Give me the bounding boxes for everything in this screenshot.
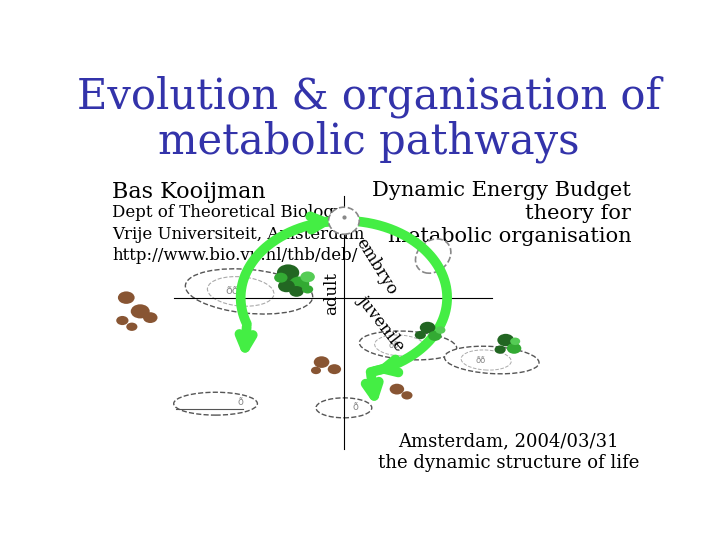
Text: metabolic pathways: metabolic pathways [158,121,580,164]
Circle shape [274,273,287,282]
Circle shape [420,322,436,333]
Text: ð: ð [238,397,243,407]
Ellipse shape [359,331,456,360]
Text: ðð: ðð [225,286,239,296]
Ellipse shape [461,350,511,370]
Text: juvenile: juvenile [355,292,409,354]
Circle shape [507,343,521,354]
Text: Amsterdam, 2004/03/31: Amsterdam, 2004/03/31 [398,433,618,451]
Text: Dept of Theoretical Biology: Dept of Theoretical Biology [112,204,343,221]
Text: theory for: theory for [526,204,631,223]
Text: ð: ð [352,402,358,411]
Circle shape [328,364,341,374]
Circle shape [118,292,135,304]
Text: ðð: ðð [475,355,486,364]
Text: Dynamic Energy Budget: Dynamic Energy Budget [372,181,631,200]
Circle shape [289,276,310,292]
Ellipse shape [374,335,425,356]
Ellipse shape [328,207,359,234]
Circle shape [390,384,404,395]
Circle shape [300,272,315,282]
Ellipse shape [207,276,274,306]
Circle shape [278,280,294,292]
Text: ðð: ðð [389,341,399,350]
Circle shape [498,334,514,346]
Ellipse shape [415,239,451,273]
Circle shape [302,285,313,293]
Ellipse shape [174,392,258,415]
Text: Vrije Universiteit, Amsterdam: Vrije Universiteit, Amsterdam [112,226,365,242]
Circle shape [415,331,426,339]
Circle shape [289,286,304,297]
Ellipse shape [444,346,539,374]
Text: the dynamic structure of life: the dynamic structure of life [378,454,639,471]
Circle shape [131,305,150,319]
Circle shape [116,316,128,325]
Text: metabolic organisation: metabolic organisation [387,227,631,246]
Circle shape [510,338,521,345]
Text: Bas Kooijman: Bas Kooijman [112,181,266,203]
Circle shape [428,331,441,341]
Circle shape [495,346,505,354]
Ellipse shape [185,269,312,314]
Text: Evolution & organisation of: Evolution & organisation of [77,75,661,118]
Circle shape [126,322,138,331]
Circle shape [314,356,329,368]
Circle shape [401,391,413,400]
Text: embryo: embryo [352,235,400,298]
Circle shape [143,312,158,323]
Text: http://www.bio.vu.nl/thb/deb/: http://www.bio.vu.nl/thb/deb/ [112,247,358,265]
Ellipse shape [316,398,372,418]
Text: adult: adult [323,272,340,315]
Circle shape [277,265,300,281]
Circle shape [436,326,446,334]
Circle shape [311,367,321,374]
